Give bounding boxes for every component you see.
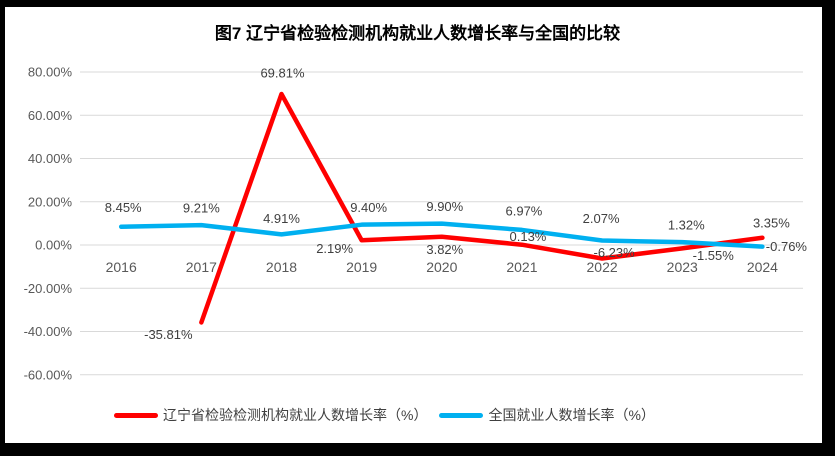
legend-label-liaoning: 辽宁省检验检测机构就业人数增长率（%）: [163, 407, 428, 423]
series-line-liaoning: [199, 91, 765, 325]
x-axis-tick-label: 2022: [587, 259, 618, 275]
y-axis-tick-label: 20.00%: [28, 194, 73, 209]
data-label-national: 9.21%: [183, 201, 220, 216]
data-label-national: -0.76%: [766, 239, 808, 254]
data-label-national: 4.91%: [263, 211, 300, 226]
data-label-liaoning: 69.81%: [260, 66, 305, 81]
data-label-liaoning: 0.13%: [510, 229, 547, 244]
data-label-liaoning: -1.55%: [693, 248, 735, 263]
y-axis-tick-label: 80.00%: [28, 65, 73, 80]
y-axis-tick-label: 40.00%: [28, 151, 73, 166]
x-axis-tick-label: 2019: [346, 259, 377, 275]
y-axis-tick-label: -20.00%: [24, 281, 73, 296]
data-label-liaoning: 3.82%: [426, 242, 463, 257]
data-label-national: 9.90%: [426, 199, 463, 214]
data-label-national: 8.45%: [105, 200, 142, 215]
data-label-liaoning: 3.35%: [753, 215, 790, 230]
x-axis-tick-label: 2020: [426, 259, 457, 275]
x-axis-tick-label: 2021: [506, 259, 537, 275]
y-axis-tick-label: 0.00%: [35, 238, 72, 253]
data-label-national: 2.07%: [583, 211, 620, 226]
x-axis-tick-label: 2018: [266, 259, 297, 275]
data-label-liaoning: -35.81%: [144, 327, 193, 342]
data-label-national: 6.97%: [506, 203, 543, 218]
x-axis-tick-label: 2024: [747, 259, 778, 275]
data-label-liaoning: -6.23%: [593, 245, 635, 260]
legend-label-national: 全国就业人数增长率（%）: [488, 407, 655, 423]
y-axis-tick-label: 60.00%: [28, 108, 73, 123]
data-label-national: 9.40%: [350, 200, 387, 215]
legend-swatch-liaoning-line: [114, 412, 158, 418]
chart-legend: 辽宁省检验检测机构就业人数增长率（%） 全国就业人数增长率（%）: [114, 403, 655, 427]
chart-title: 图7 辽宁省检验检测机构就业人数增长率与全国的比较: [214, 24, 621, 43]
data-label-national: 1.32%: [668, 218, 705, 233]
series-line-national: [118, 221, 765, 249]
data-label-liaoning: 2.19%: [316, 241, 353, 256]
x-axis-tick-label: 2023: [667, 259, 698, 275]
y-axis-tick-label: -40.00%: [24, 324, 73, 339]
x-axis-tick-label: 2017: [186, 259, 217, 275]
x-axis-tick-label: 2016: [106, 259, 137, 275]
y-axis-tick-label: -60.00%: [24, 367, 73, 382]
legend-swatch-national-line: [439, 412, 484, 418]
